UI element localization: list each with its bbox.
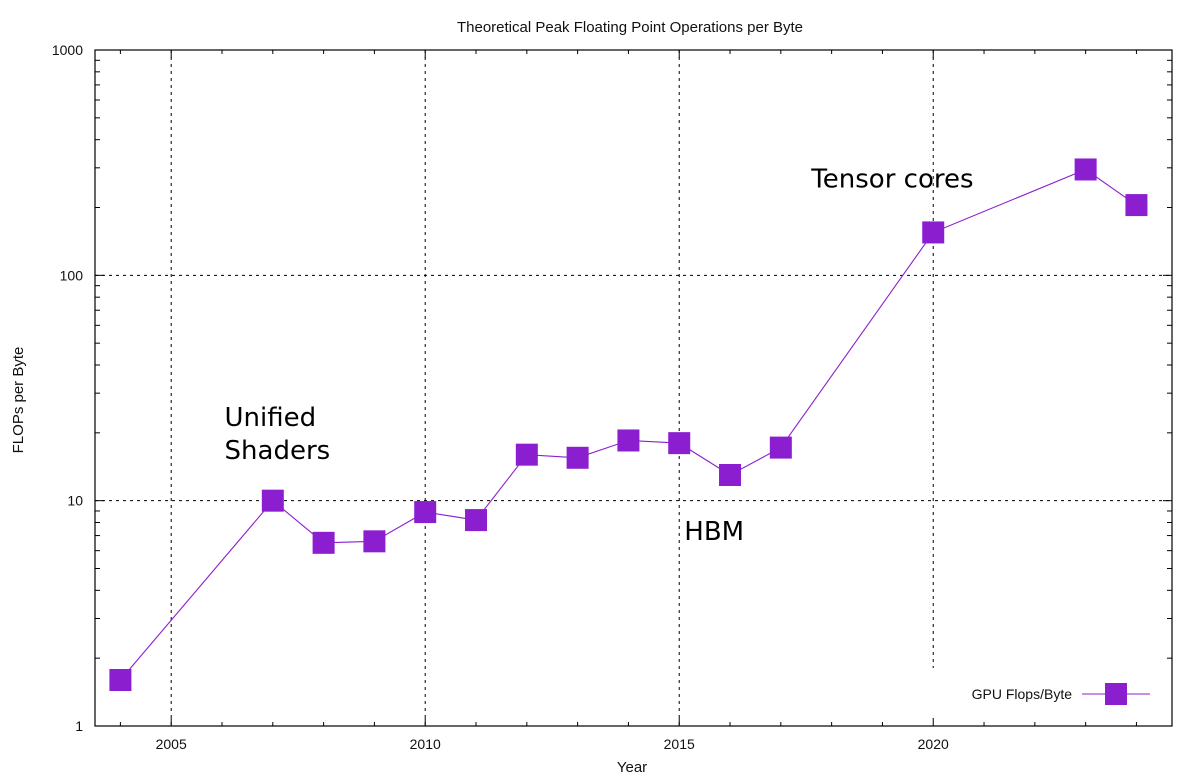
plot-frame	[94, 49, 1173, 727]
annotation-label: Unified	[225, 403, 317, 433]
annotation-label: Shaders	[225, 436, 331, 466]
data-point	[261, 489, 284, 512]
data-point	[769, 436, 792, 459]
annotation-label: Tensor cores	[810, 165, 973, 195]
data-point	[566, 446, 589, 469]
y-tick-label: 100	[60, 267, 84, 283]
axis-ticks: 2005 2010 2015 2020 1 10 100 1000	[52, 42, 1172, 752]
y-tick-label: 1	[75, 718, 83, 734]
chart-title: Theoretical Peak Floating Point Operatio…	[457, 19, 803, 36]
x-tick-label: 2015	[664, 736, 695, 752]
plot-border	[94, 49, 1173, 727]
data-point	[363, 530, 386, 553]
data-point	[1125, 194, 1148, 217]
legend-label: GPU Flops/Byte	[972, 686, 1073, 702]
data-point	[719, 463, 742, 486]
data-point	[617, 429, 640, 452]
data-point	[1074, 158, 1097, 181]
data-point	[515, 443, 538, 466]
annotation-label: HBM	[684, 517, 744, 547]
y-tick-label: 10	[67, 493, 83, 509]
y-axis-label: FLOPs per Byte	[10, 347, 27, 454]
data-point	[312, 531, 335, 554]
data-point	[922, 221, 945, 244]
grid-lines	[95, 50, 1172, 726]
legend-marker	[1105, 683, 1127, 705]
series-gpu	[109, 158, 1148, 692]
data-point	[109, 669, 132, 692]
data-point	[668, 432, 691, 455]
legend: GPU Flops/Byte	[972, 683, 1150, 705]
x-axis-label: Year	[617, 759, 647, 774]
x-tick-label: 2005	[156, 736, 187, 752]
x-tick-label: 2020	[918, 736, 949, 752]
data-point	[414, 501, 437, 524]
y-tick-label: 1000	[52, 42, 83, 58]
data-point	[465, 509, 488, 532]
x-tick-label: 2010	[410, 736, 441, 752]
